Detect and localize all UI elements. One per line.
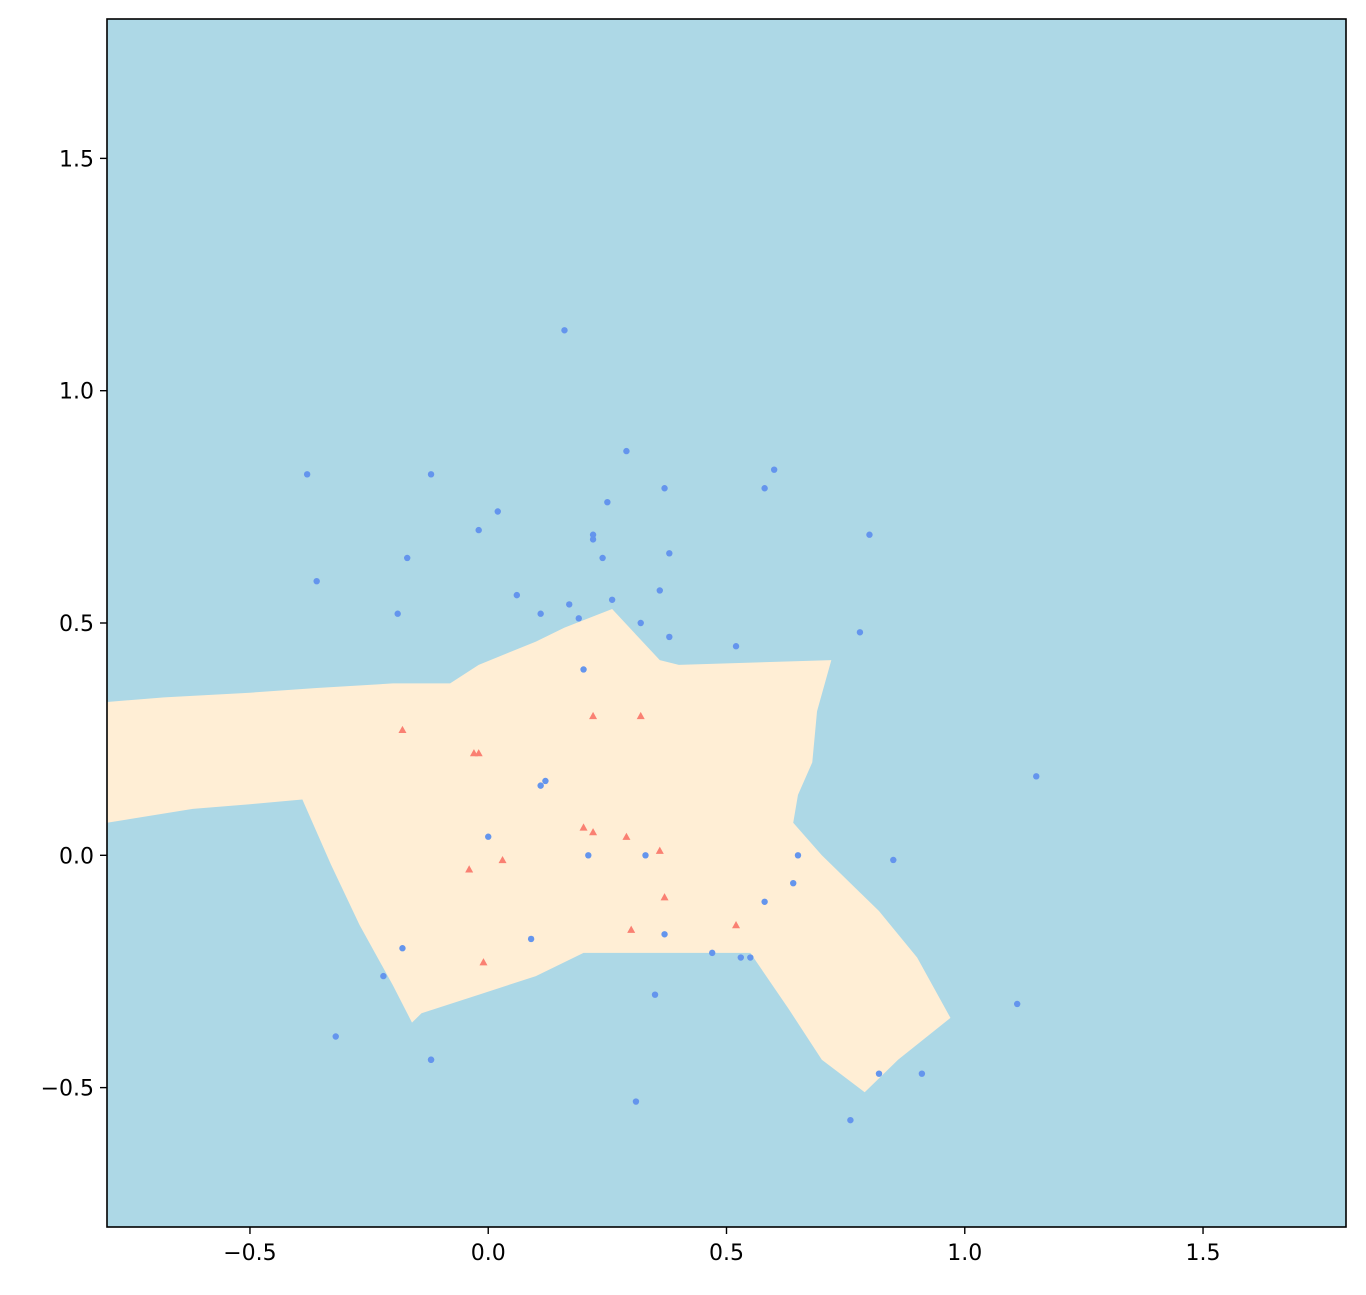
point-class-1	[589, 711, 598, 720]
point-class-0	[642, 852, 649, 859]
point-class-0	[427, 471, 435, 478]
point-class-0	[866, 531, 873, 538]
point-class-0	[918, 1070, 926, 1077]
point-class-0	[542, 777, 549, 785]
y-tick-label: 0.0	[59, 844, 94, 869]
x-tick-label: 1.0	[947, 1241, 982, 1266]
point-class-0	[790, 879, 797, 887]
point-class-0	[747, 954, 754, 961]
point-class-0	[666, 550, 673, 557]
point-class-1	[627, 925, 636, 933]
point-class-1	[589, 828, 598, 836]
point-class-0	[561, 327, 568, 334]
point-class-0	[537, 782, 544, 789]
point-class-0	[399, 945, 406, 952]
point-class-0	[661, 485, 668, 492]
point-class-0	[1013, 1000, 1021, 1008]
point-class-1	[579, 823, 588, 831]
x-tick-label: 0.0	[471, 1241, 506, 1266]
point-class-0	[666, 633, 673, 641]
y-axis: −0.5 0.0 0.5 1.0 1.5	[41, 147, 107, 1102]
point-class-1	[498, 855, 507, 864]
point-class-0	[380, 972, 387, 980]
point-class-0	[856, 629, 864, 636]
point-class-0	[761, 898, 768, 905]
y-tick-label: 1.5	[59, 147, 94, 172]
point-class-1	[474, 749, 483, 757]
point-class-0	[527, 935, 535, 943]
point-class-0	[709, 949, 716, 957]
point-class-0	[761, 485, 768, 492]
point-class-0	[656, 587, 663, 594]
point-class-0	[589, 531, 597, 538]
point-class-0	[604, 499, 611, 506]
x-tick-label: 1.5	[1186, 1241, 1221, 1266]
x-axis: −0.5 0.0 0.5 1.0 1.5	[223, 1227, 1221, 1266]
point-class-1	[465, 865, 474, 873]
x-tick-label: 0.5	[709, 1241, 744, 1266]
point-class-0	[737, 954, 744, 961]
plot-area	[106, 18, 1347, 1228]
point-class-1	[732, 921, 741, 929]
point-class-0	[637, 619, 644, 627]
point-class-0	[580, 666, 587, 673]
point-class-0	[847, 1116, 854, 1124]
point-class-0	[608, 596, 616, 603]
point-class-0	[623, 447, 630, 455]
decision-region	[107, 609, 951, 1093]
point-class-0	[475, 526, 482, 534]
point-class-0	[651, 991, 659, 998]
point-class-0	[661, 931, 668, 938]
y-tick-label: −0.5	[41, 1077, 94, 1102]
point-class-0	[494, 508, 501, 515]
point-class-1	[655, 846, 664, 854]
series-class-0	[303, 327, 1040, 1124]
point-class-1	[622, 832, 631, 840]
point-class-0	[404, 554, 411, 562]
point-class-0	[513, 591, 521, 599]
point-class-0	[303, 471, 311, 478]
y-tick-label: 0.5	[59, 612, 94, 637]
point-class-1	[479, 958, 488, 966]
background-region	[107, 19, 1346, 1227]
point-class-0	[427, 1056, 435, 1063]
point-class-0	[537, 610, 544, 617]
y-tick-label: 1.0	[59, 380, 94, 405]
point-class-1	[398, 725, 407, 734]
point-class-0	[770, 466, 778, 473]
point-class-0	[575, 615, 582, 622]
point-class-0	[394, 610, 401, 617]
point-class-0	[485, 833, 492, 840]
series-class-1	[398, 711, 741, 966]
x-tick-label: −0.5	[223, 1241, 276, 1266]
point-class-0	[313, 577, 320, 585]
point-class-0	[890, 856, 897, 864]
point-class-0	[599, 554, 606, 562]
point-class-0	[632, 1098, 640, 1105]
point-class-1	[636, 711, 645, 720]
point-class-0	[332, 1033, 339, 1040]
point-class-1	[660, 893, 669, 901]
point-class-0	[875, 1070, 883, 1077]
point-class-0	[732, 643, 740, 650]
point-class-0	[566, 601, 573, 608]
point-class-0	[794, 852, 802, 859]
point-class-0	[589, 536, 597, 543]
point-class-0	[585, 852, 592, 859]
point-class-0	[1033, 773, 1040, 780]
